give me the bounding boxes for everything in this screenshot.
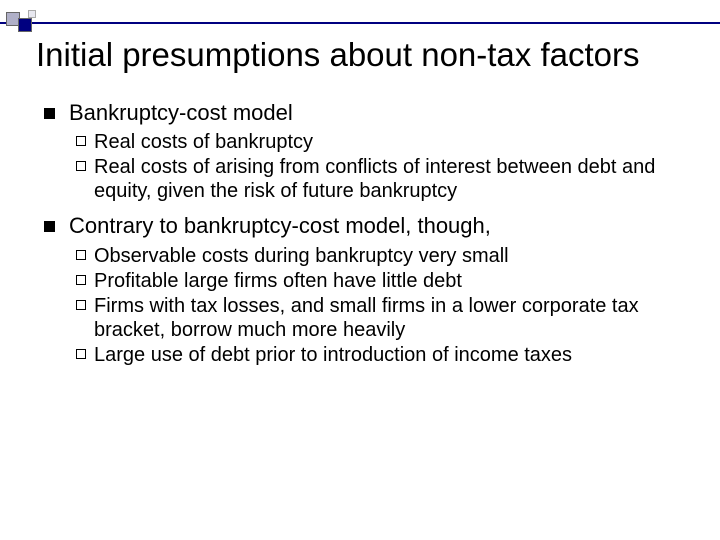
sublist: Real costs of bankruptcy Real costs of a… [76, 130, 692, 203]
sublist-item: Observable costs during bankruptcy very … [76, 244, 692, 268]
sublist-item: Firms with tax losses, and small firms i… [76, 294, 692, 342]
sublist-item: Real costs of arising from conflicts of … [76, 155, 692, 203]
deco-square-2 [18, 18, 32, 32]
bullet-filled-square-icon [44, 221, 55, 232]
list-item: Contrary to bankruptcy-cost model, thoug… [44, 213, 692, 239]
header-decoration [0, 10, 720, 36]
sublist-item-label: Real costs of bankruptcy [94, 130, 692, 154]
slide-body: Bankruptcy-cost model Real costs of bank… [36, 100, 692, 367]
sublist-item-label: Real costs of arising from conflicts of … [94, 155, 692, 203]
bullet-open-square-icon [76, 300, 86, 310]
slide-content: Initial presumptions about non-tax facto… [36, 36, 692, 520]
bullet-open-square-icon [76, 250, 86, 260]
sublist-item: Real costs of bankruptcy [76, 130, 692, 154]
sublist: Observable costs during bankruptcy very … [76, 244, 692, 367]
sublist-item: Large use of debt prior to introduction … [76, 343, 692, 367]
bullet-open-square-icon [76, 275, 86, 285]
list-item-label: Bankruptcy-cost model [69, 100, 692, 126]
deco-square-3 [28, 10, 36, 18]
bullet-filled-square-icon [44, 108, 55, 119]
sublist-item-label: Observable costs during bankruptcy very … [94, 244, 692, 268]
slide-title: Initial presumptions about non-tax facto… [36, 36, 692, 74]
bullet-open-square-icon [76, 136, 86, 146]
sublist-item-label: Large use of debt prior to introduction … [94, 343, 692, 367]
sublist-item-label: Firms with tax losses, and small firms i… [94, 294, 692, 342]
header-line [0, 22, 720, 24]
list-item-label: Contrary to bankruptcy-cost model, thoug… [69, 213, 692, 239]
sublist-item: Profitable large firms often have little… [76, 269, 692, 293]
sublist-item-label: Profitable large firms often have little… [94, 269, 692, 293]
bullet-open-square-icon [76, 161, 86, 171]
list-item: Bankruptcy-cost model [44, 100, 692, 126]
bullet-open-square-icon [76, 349, 86, 359]
